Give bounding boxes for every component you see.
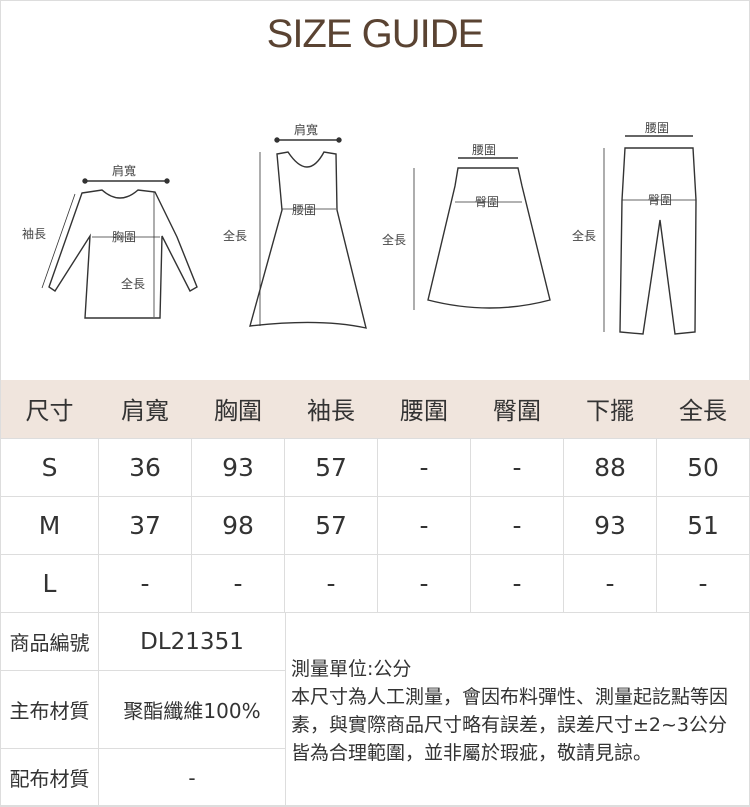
table-cell: M (0, 495, 99, 555)
table-cell: 88 (563, 437, 657, 497)
table-cell: - (470, 553, 564, 613)
table-cell: 57 (284, 495, 378, 555)
skirt-waist-label: 腰圍 (472, 143, 496, 157)
dress-waist-label: 腰圍 (292, 203, 316, 217)
table-cell: - (377, 553, 471, 613)
table-cell: - (563, 553, 657, 613)
header-cell: 臀圍 (470, 380, 564, 438)
table-row: L - - - - - - - (0, 553, 750, 613)
skirt-hip-label: 臀圍 (475, 195, 499, 209)
top-sleeve-label: 袖長 (22, 226, 46, 241)
dress-diagram: 肩寬 腰圍 全長 (223, 122, 367, 329)
main-fabric-row: 主布材質 聚酯纖維100% (0, 670, 750, 749)
size-table-header: 尺寸 肩寬 胸圍 袖長 腰圍 臀圍 下擺 全長 (0, 380, 750, 438)
note-title: 測量單位:公分 (291, 657, 412, 680)
pants-length-label: 全長 (572, 228, 596, 243)
table-cell: L (0, 553, 99, 613)
header-cell: 袖長 (284, 380, 378, 438)
table-cell: - (284, 553, 378, 613)
product-code-value: DL21351 (98, 612, 286, 671)
size-table: 尺寸 肩寬 胸圍 袖長 腰圍 臀圍 下擺 全長 S 36 93 57 - - 8… (0, 380, 750, 613)
product-code-row: 商品編號 DL21351 測量單位:公分 本尺寸為人工測量，會因布料彈性、測量起… (0, 612, 750, 807)
table-cell: 51 (656, 495, 750, 555)
table-cell: - (470, 495, 564, 555)
dress-length-label: 全長 (223, 228, 247, 243)
header-cell: 全長 (656, 380, 750, 438)
product-info-table: 商品編號 DL21351 測量單位:公分 本尺寸為人工測量，會因布料彈性、測量起… (0, 612, 750, 807)
main-fabric-label: 主布材質 (0, 670, 99, 749)
top-shoulder-label: 肩寬 (112, 163, 136, 178)
table-row: S 36 93 57 - - 88 50 (0, 437, 750, 497)
header-cell: 尺寸 (0, 380, 99, 438)
table-cell: - (656, 553, 750, 613)
table-cell: 98 (191, 495, 285, 555)
table-cell: - (191, 553, 285, 613)
table-cell: 57 (284, 437, 378, 497)
table-cell: 36 (98, 437, 192, 497)
table-cell: - (377, 437, 471, 497)
table-row: M 37 98 57 - - 93 51 (0, 495, 750, 555)
pants-diagram: 腰圍 臀圍 全長 (572, 121, 697, 335)
table-cell: - (98, 553, 192, 613)
main-fabric-value: 聚酯纖維100% (98, 670, 286, 749)
table-cell: - (377, 495, 471, 555)
header-cell: 胸圍 (191, 380, 285, 438)
table-cell: - (470, 437, 564, 497)
top-chest-label: 胸圍 (112, 229, 136, 244)
garment-diagrams: 肩寬 袖長 胸圍 全長 肩寬 腰圍 全長 腰圍 臀圍 全長 腰圍 臀圍 全長 (22, 121, 697, 335)
top-diagram: 肩寬 袖長 胸圍 全長 (22, 163, 198, 319)
table-cell: S (0, 437, 99, 497)
top-length-label: 全長 (121, 276, 145, 291)
note-body: 本尺寸為人工測量，會因布料彈性、測量起訖點等因素，與實際商品尺寸略有誤差，誤差尺… (291, 685, 729, 764)
page-title: SIZE GUIDE (266, 12, 485, 56)
product-code-label: 商品編號 (0, 612, 99, 671)
header-cell: 腰圍 (377, 380, 471, 438)
header-cell: 下擺 (563, 380, 657, 438)
table-cell: 50 (656, 437, 750, 497)
sub-fabric-row: 配布材質 - (0, 748, 750, 807)
measurement-note: 測量單位:公分 本尺寸為人工測量，會因布料彈性、測量起訖點等因素，與實際商品尺寸… (285, 612, 750, 807)
table-cell: 93 (191, 437, 285, 497)
sub-fabric-label: 配布材質 (0, 748, 99, 807)
skirt-diagram: 腰圍 臀圍 全長 (382, 143, 551, 310)
pants-hip-label: 臀圍 (648, 193, 672, 207)
pants-waist-label: 腰圍 (645, 121, 669, 135)
dress-shoulder-label: 肩寬 (294, 122, 318, 137)
header-cell: 肩寬 (98, 380, 192, 438)
sub-fabric-value: - (98, 748, 286, 807)
table-cell: 37 (98, 495, 192, 555)
skirt-length-label: 全長 (382, 232, 406, 247)
table-cell: 93 (563, 495, 657, 555)
